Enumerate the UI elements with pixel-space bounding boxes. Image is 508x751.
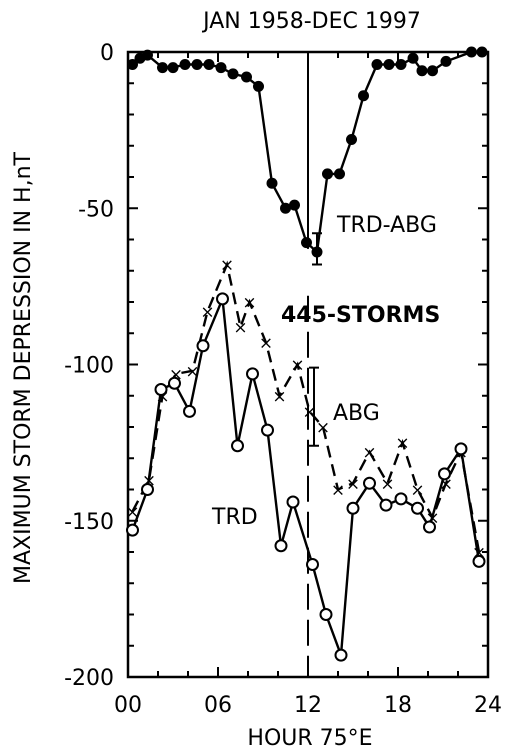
point-abg: × <box>242 293 256 313</box>
point-trd <box>394 492 408 506</box>
point-trd <box>168 376 181 390</box>
point-abg: × <box>395 434 409 454</box>
point-abg: × <box>220 256 234 276</box>
point-trd <box>411 501 424 515</box>
point-abg: × <box>410 481 424 501</box>
point-trd-abg <box>334 168 345 180</box>
point-trd <box>454 442 468 456</box>
chart-title: JAN 1958-DEC 1997 <box>201 9 421 34</box>
point-trd <box>334 648 348 662</box>
point-trd <box>306 558 319 571</box>
point-trd-abg <box>407 52 419 64</box>
point-abg: × <box>346 474 360 494</box>
point-abg: × <box>200 302 214 322</box>
point-trd <box>346 501 360 515</box>
point-trd-abg <box>241 71 252 83</box>
point-trd-abg <box>311 246 323 258</box>
point-abg: × <box>302 402 316 422</box>
point-trd-abg <box>191 59 203 70</box>
point-trd-abg <box>416 65 428 77</box>
point-abg: × <box>272 387 286 407</box>
point-trd-abg <box>127 59 138 70</box>
point-trd-abg <box>346 134 357 145</box>
point-abg: × <box>380 474 394 494</box>
point-trd-abg <box>167 62 179 74</box>
point-trd-abg <box>227 68 239 80</box>
point-trd-abg <box>476 46 488 58</box>
point-trd <box>141 483 154 496</box>
point-abg: × <box>233 318 247 338</box>
point-trd <box>216 292 229 306</box>
y-tick-label: -100 <box>64 354 114 379</box>
point-trd-abg <box>427 65 438 77</box>
y-axis-label: MAXIMUM STORM DEPRESSION IN H,nT <box>11 151 36 584</box>
point-abg: × <box>259 334 273 354</box>
annotation-trd-abg: TRD-ABG <box>336 213 437 238</box>
x-tick-label: 00 <box>114 693 142 718</box>
x-tick-label: 12 <box>294 693 322 718</box>
x-axis-label: HOUR 75°E <box>247 726 372 751</box>
point-abg: × <box>331 481 345 501</box>
y-tick-label: -150 <box>64 510 114 535</box>
point-trd-abg <box>280 202 291 214</box>
point-trd <box>196 339 210 353</box>
point-trd <box>319 608 333 621</box>
point-trd-abg <box>289 199 300 211</box>
point-trd-abg <box>383 59 395 70</box>
point-trd <box>231 439 244 453</box>
point-trd-abg <box>395 59 407 70</box>
annotation-abg: ABG <box>333 401 380 426</box>
point-trd <box>246 367 259 381</box>
point-trd <box>423 520 436 534</box>
point-abg: × <box>290 356 304 376</box>
point-trd-abg <box>215 62 227 74</box>
x-tick-label: 24 <box>474 693 502 718</box>
point-trd-abg <box>440 55 452 67</box>
point-trd <box>183 404 196 418</box>
point-trd <box>274 539 288 553</box>
point-trd-abg <box>157 62 168 74</box>
point-trd-abg <box>266 177 278 189</box>
point-trd <box>261 423 274 437</box>
point-trd <box>286 495 300 509</box>
point-trd-abg <box>301 237 312 249</box>
point-trd-abg <box>203 59 215 70</box>
point-trd <box>438 467 451 481</box>
point-trd-abg <box>358 90 369 102</box>
y-tick-label: -50 <box>78 197 114 222</box>
x-tick-label: 06 <box>204 693 232 718</box>
point-trd <box>379 498 393 512</box>
point-trd <box>154 383 168 396</box>
point-trd-abg <box>179 59 191 70</box>
point-trd <box>126 523 139 537</box>
series-line-abg <box>131 260 481 553</box>
point-trd <box>363 476 376 490</box>
point-trd-abg <box>253 80 264 92</box>
series-line-trd <box>131 298 481 656</box>
point-abg: × <box>316 418 330 438</box>
point-trd-abg <box>371 59 383 70</box>
annotation-trd: TRD <box>211 505 258 530</box>
annotation-445-storms: 445-STORMS <box>281 303 440 328</box>
y-tick-label: 0 <box>100 41 114 66</box>
point-trd <box>472 554 486 568</box>
x-tick-label: 18 <box>384 693 412 718</box>
y-tick-label: -200 <box>64 666 114 691</box>
point-trd-abg <box>322 168 333 180</box>
point-trd-abg <box>142 49 153 61</box>
point-trd-abg <box>466 46 477 58</box>
point-abg: × <box>362 443 376 463</box>
